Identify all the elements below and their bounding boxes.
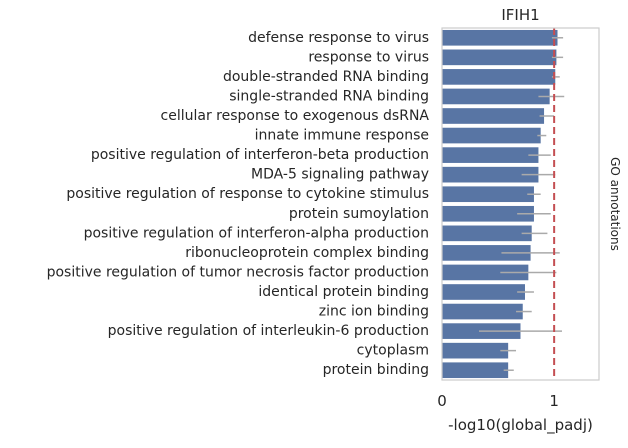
bar xyxy=(442,245,531,261)
category-label: positive regulation of response to cytok… xyxy=(66,186,429,202)
side-axis-label: GO annotations xyxy=(608,157,622,251)
bar xyxy=(442,29,558,46)
bar xyxy=(442,225,532,242)
bar xyxy=(442,166,539,183)
category-label: single-stranded RNA binding xyxy=(229,88,429,104)
category-label: positive regulation of tumor necrosis fa… xyxy=(47,264,429,280)
category-label: zinc ion binding xyxy=(319,304,429,320)
category-label: MDA-5 signaling pathway xyxy=(251,167,429,183)
category-label: cytoplasm xyxy=(357,343,429,359)
error-bars-layer xyxy=(479,37,565,371)
bar xyxy=(442,127,541,144)
bar xyxy=(442,49,557,66)
category-label: cellular response to exogenous dsRNA xyxy=(161,108,430,124)
bar xyxy=(442,362,509,379)
category-label: identical protein binding xyxy=(258,284,429,300)
category-label: protein sumoylation xyxy=(289,206,429,222)
bars-layer xyxy=(442,29,558,379)
bar xyxy=(442,88,550,105)
category-label: innate immune response xyxy=(255,128,429,144)
category-label: defense response to virus xyxy=(248,30,429,46)
category-label: double-stranded RNA binding xyxy=(223,69,429,85)
chart-title: IFIH1 xyxy=(501,6,539,24)
category-labels: defense response to virus response to vir… xyxy=(47,30,430,378)
bar xyxy=(442,108,545,124)
bar xyxy=(442,147,539,163)
bar xyxy=(442,284,525,300)
bar xyxy=(442,205,534,222)
x-axis-label: -log10(global_padj) xyxy=(448,416,593,435)
bar xyxy=(442,264,529,281)
bar xyxy=(442,342,509,359)
category-label: protein binding xyxy=(323,362,429,378)
category-label: ribonucleoprotein complex binding xyxy=(185,245,429,261)
bar xyxy=(442,69,556,85)
plot-frame xyxy=(441,27,600,381)
x-tick-label: 1 xyxy=(549,392,559,410)
category-label: positive regulation of interferon-alpha … xyxy=(84,225,429,241)
bar xyxy=(442,186,534,203)
category-label: positive regulation of interferon-beta p… xyxy=(91,147,429,163)
category-label: response to virus xyxy=(308,49,429,65)
x-tick-label: 0 xyxy=(437,392,447,410)
bar xyxy=(442,303,523,320)
category-label: positive regulation of interleukin-6 pro… xyxy=(108,323,429,339)
